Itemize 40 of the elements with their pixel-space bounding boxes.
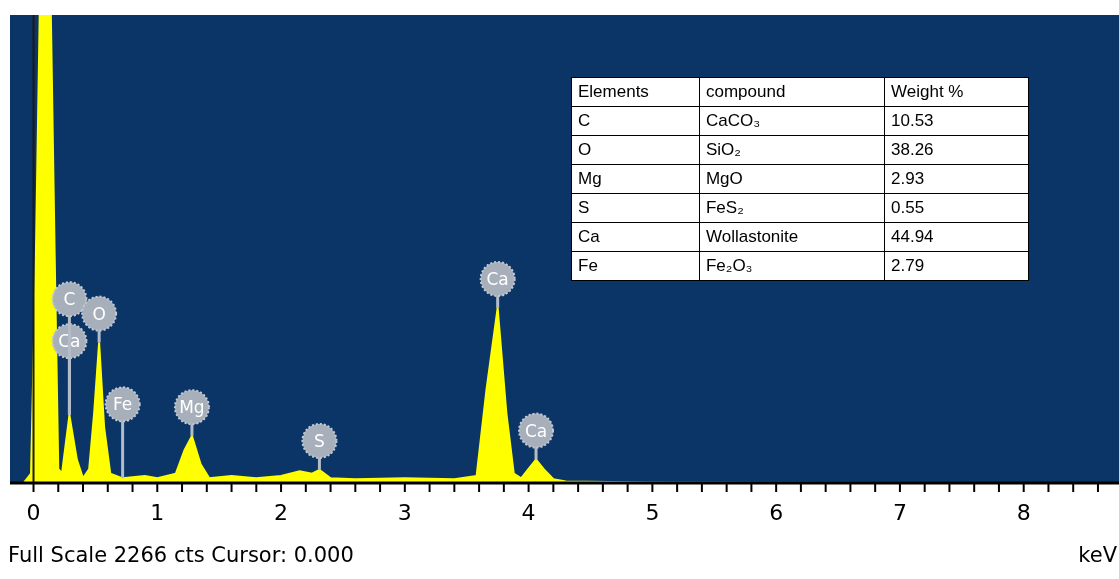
annotation: S: [314, 430, 325, 451]
x-tick-label: 3: [397, 499, 412, 525]
annotation: Fe₂O₃: [699, 251, 885, 281]
annotation: O: [571, 135, 700, 165]
x-tick-label: 2: [274, 499, 289, 525]
category-label: compound: [699, 77, 885, 107]
category-label: Weight %: [884, 77, 1029, 107]
category-label: Elements: [571, 77, 700, 107]
x-tick-label: 7: [892, 499, 907, 525]
x-tick-label: 0: [26, 499, 41, 525]
text: Full Scale 2266 cts Cursor: 0.000: [8, 543, 354, 567]
annotation: Mg: [571, 164, 700, 194]
annotation: CaCO₃: [699, 106, 885, 136]
annotation: Wollastonite: [699, 222, 885, 252]
x-tick-label: 1: [150, 499, 165, 525]
annotation: Ca: [571, 222, 700, 252]
annotation: SiO₂: [699, 135, 885, 165]
x-tick-label: 5: [645, 499, 660, 525]
annotation: C: [63, 289, 76, 310]
annotation: FeS₂: [699, 193, 885, 223]
x-tick-label: 8: [1016, 499, 1031, 525]
annotation: MgO: [699, 164, 885, 194]
annotation: Fe: [112, 394, 133, 415]
annotation: S: [571, 193, 700, 223]
annotation: 2.93: [884, 164, 1029, 194]
annotation: Fe: [571, 251, 700, 281]
annotation: Ca: [486, 268, 509, 289]
annotation: 10.53: [884, 106, 1029, 136]
x-tick-label: 6: [769, 499, 784, 525]
annotation: 38.26: [884, 135, 1029, 165]
x-tick-label: 4: [521, 499, 536, 525]
annotation: 0.55: [884, 193, 1029, 223]
annotation: 44.94: [884, 222, 1029, 252]
annotation: 2.79: [884, 251, 1029, 281]
x-axis-title: keV: [1078, 543, 1117, 567]
annotation: Mg: [179, 397, 205, 418]
annotation: Ca: [524, 420, 548, 441]
annotation: Ca: [58, 331, 81, 352]
annotation: C: [571, 106, 700, 136]
annotation: O: [92, 303, 106, 324]
